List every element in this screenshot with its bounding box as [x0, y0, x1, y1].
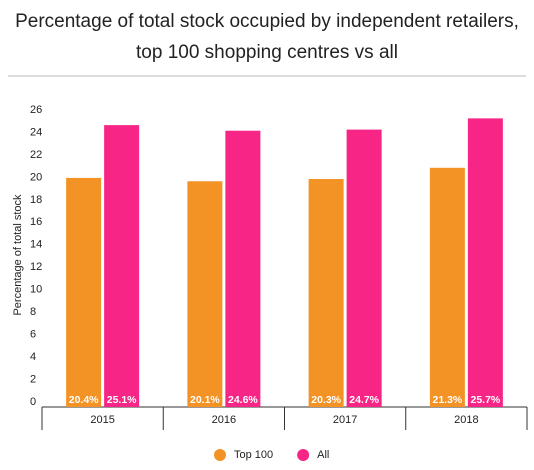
y-tick-label: 0 [30, 396, 36, 408]
legend-label: Top 100 [234, 449, 273, 461]
y-tick-label: 22 [30, 149, 42, 161]
x-tick-label: 2018 [454, 414, 478, 426]
y-tick-label: 24 [30, 126, 42, 138]
y-tick-label: 18 [30, 194, 42, 206]
bar [467, 118, 503, 407]
value-label: 20.4% [69, 394, 99, 406]
value-label: 25.1% [107, 394, 137, 406]
value-label: 20.1% [190, 394, 220, 406]
y-tick-label: 10 [30, 284, 42, 296]
value-label: 24.7% [349, 394, 379, 406]
legend-marker [297, 449, 310, 461]
chart-subtitle: top 100 shopping centres vs all [136, 42, 398, 63]
bar [429, 167, 465, 407]
value-label: 24.6% [228, 394, 258, 406]
y-tick-label: 4 [30, 351, 36, 363]
y-axis-label: Percentage of total stock [12, 194, 24, 316]
y-tick-label: 8 [30, 306, 36, 318]
bar [104, 125, 140, 407]
legend-marker [214, 449, 226, 461]
bar [225, 130, 261, 407]
y-tick-label: 20 [30, 171, 42, 183]
x-tick-label: 2017 [333, 414, 357, 426]
chart-title: Percentage of total stock occupied by in… [15, 11, 519, 32]
x-tick-label: 2015 [90, 414, 114, 426]
bar [66, 177, 102, 407]
y-tick-label: 26 [30, 104, 42, 116]
value-label: 20.3% [311, 394, 341, 406]
y-tick-label: 12 [30, 261, 42, 273]
bar [308, 179, 344, 407]
bar [346, 129, 382, 407]
y-tick-label: 6 [30, 329, 36, 341]
x-tick-label: 2016 [212, 414, 236, 426]
y-tick-label: 14 [30, 239, 42, 251]
y-tick-label: 16 [30, 216, 42, 228]
legend-label: All [317, 449, 329, 461]
value-label: 21.3% [432, 394, 462, 406]
value-label: 25.7% [470, 394, 500, 406]
y-tick-label: 2 [30, 373, 36, 385]
bar [187, 181, 223, 407]
